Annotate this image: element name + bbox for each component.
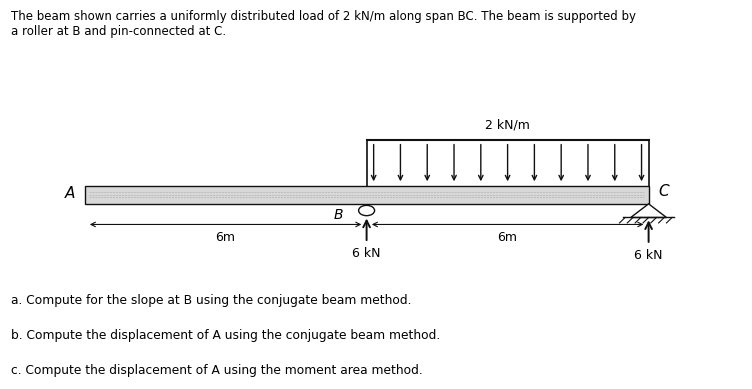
Circle shape bbox=[359, 205, 374, 216]
Text: The beam shown carries a uniformly distributed load of 2 kN/m along span BC. The: The beam shown carries a uniformly distr… bbox=[11, 10, 636, 23]
Text: b. Compute the displacement of A using the conjugate beam method.: b. Compute the displacement of A using t… bbox=[11, 329, 441, 342]
Polygon shape bbox=[84, 186, 648, 204]
Polygon shape bbox=[631, 204, 666, 217]
Text: 6 kN: 6 kN bbox=[635, 249, 663, 262]
Text: a. Compute for the slope at B using the conjugate beam method.: a. Compute for the slope at B using the … bbox=[11, 294, 412, 307]
Text: C: C bbox=[658, 184, 669, 199]
Text: c. Compute the displacement of A using the moment area method.: c. Compute the displacement of A using t… bbox=[11, 364, 423, 377]
Text: a roller at B and pin-connected at C.: a roller at B and pin-connected at C. bbox=[11, 25, 226, 38]
Text: 6m: 6m bbox=[498, 231, 517, 244]
Text: A: A bbox=[65, 186, 75, 201]
Text: 6 kN: 6 kN bbox=[353, 247, 381, 261]
Text: 6m: 6m bbox=[216, 231, 235, 244]
Text: 2 kN/m: 2 kN/m bbox=[485, 119, 530, 132]
Text: B: B bbox=[334, 209, 343, 223]
